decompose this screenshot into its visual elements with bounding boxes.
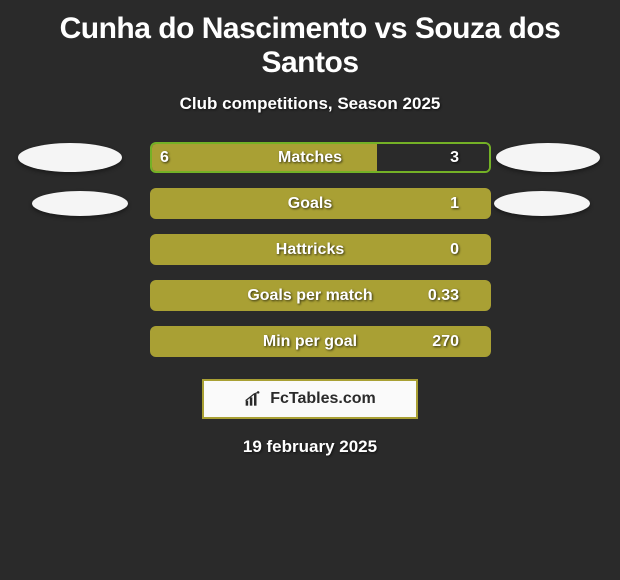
player-right-marker: [494, 191, 590, 216]
stat-label: Goals: [288, 195, 332, 213]
stat-value-right: 3: [450, 149, 459, 167]
page-title: Cunha do Nascimento vs Souza dos Santos: [10, 12, 610, 80]
stat-value-right: 270: [432, 333, 459, 351]
player-left-marker: [18, 143, 122, 172]
chart-icon: [244, 390, 264, 408]
stat-value-right: 0: [450, 241, 459, 259]
page-subtitle: Club competitions, Season 2025: [10, 94, 610, 114]
stat-label: Hattricks: [276, 241, 344, 259]
stat-row: 6 Matches 3: [10, 142, 610, 173]
stat-row: Hattricks 0: [10, 234, 610, 265]
stat-value-right: 1: [450, 195, 459, 213]
stat-label: Min per goal: [263, 333, 357, 351]
stat-row: Min per goal 270: [10, 326, 610, 357]
player-right-marker: [496, 143, 600, 172]
date-text: 19 february 2025: [10, 437, 610, 457]
source-badge: FcTables.com: [202, 379, 418, 419]
stat-label: Matches: [278, 149, 342, 167]
comparison-infographic: Cunha do Nascimento vs Souza dos Santos …: [0, 0, 620, 465]
stats-list: 6 Matches 3 Goals 1 Hattricks 0 Goals per match…: [10, 142, 610, 357]
player-left-marker: [32, 191, 128, 216]
source-text: FcTables.com: [270, 390, 376, 408]
stat-value-right: 0.33: [428, 287, 459, 305]
stat-value-left: 6: [160, 149, 169, 167]
stat-label: Goals per match: [247, 287, 372, 305]
stat-row: Goals 1: [10, 188, 610, 219]
stat-row: Goals per match 0.33: [10, 280, 610, 311]
bar-left-segment: [152, 144, 377, 171]
bar-right-segment: [377, 144, 489, 171]
